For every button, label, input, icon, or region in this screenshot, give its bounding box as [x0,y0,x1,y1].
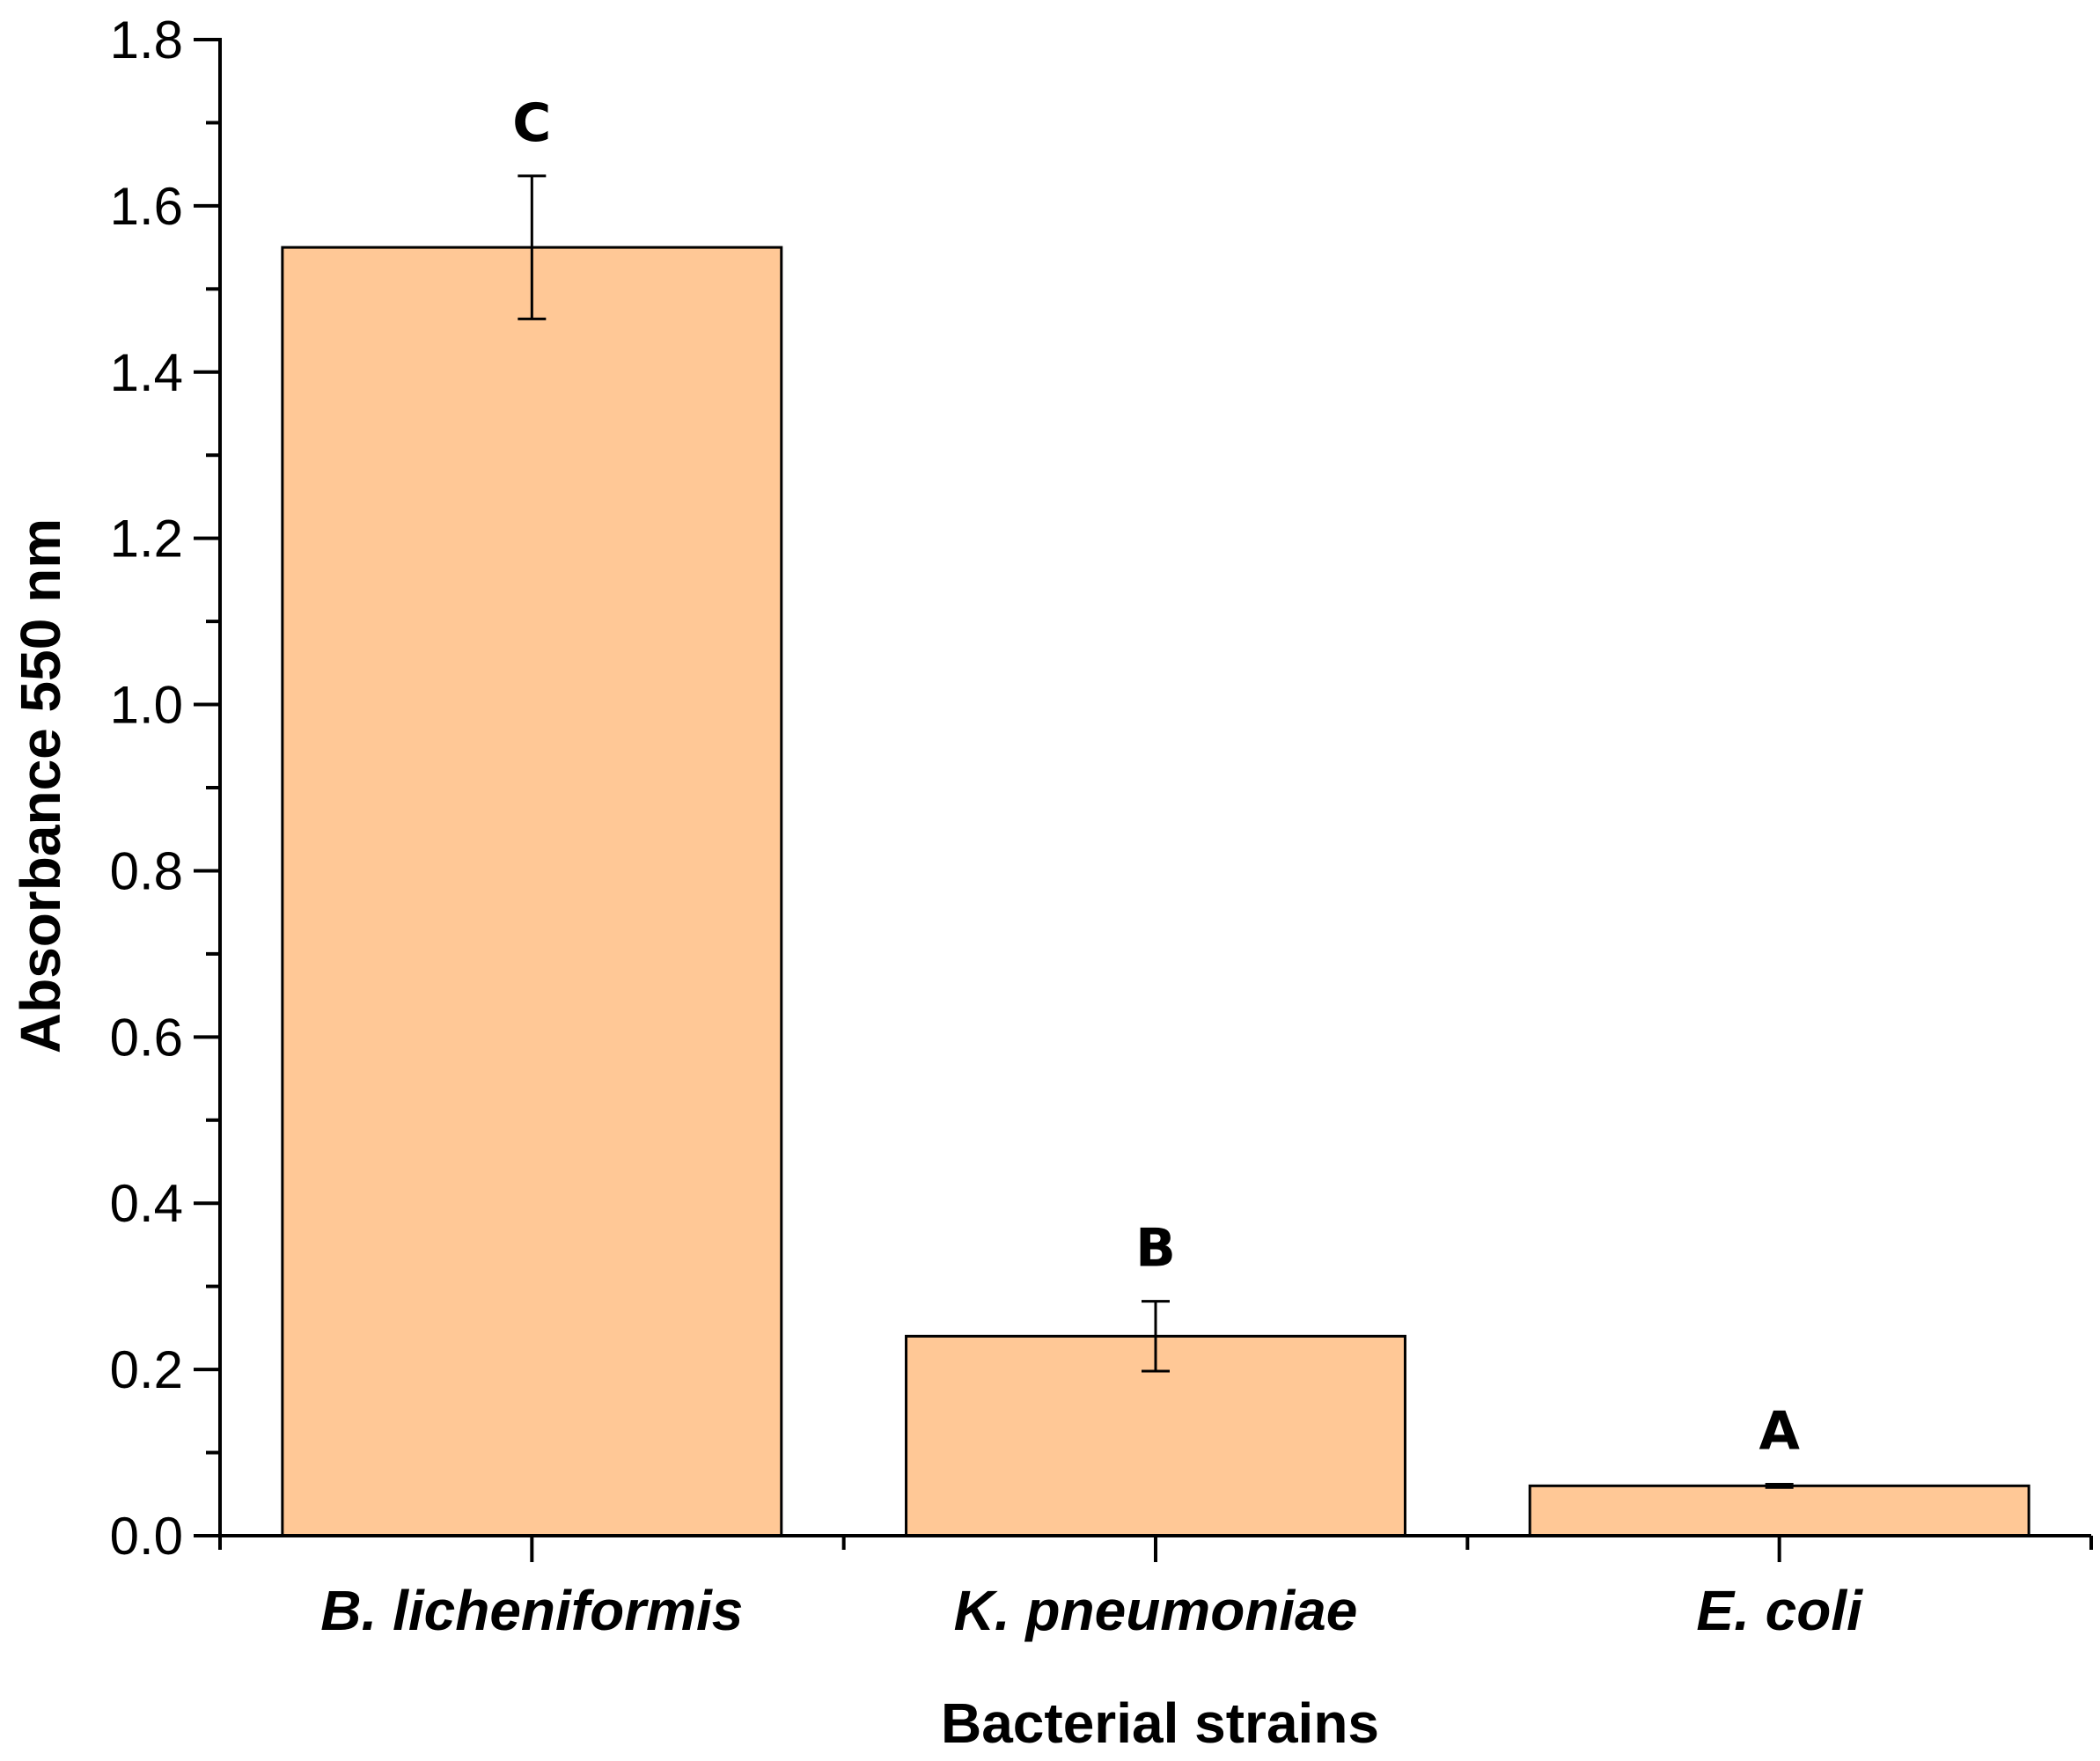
error-bars-group [518,174,1794,1489]
y-tick-label: 1.0 [110,676,183,735]
x-tick-label: B. licheniformis [320,1579,743,1642]
significance-letters-group: C B A [512,92,1800,1463]
y-tick-label: 0.0 [110,1507,183,1566]
y-ticks-group: 0.0 0.2 0.4 0.6 0.8 1.0 1.2 1.4 1.6 1.8 [110,11,220,1566]
x-tick-label: K. pneumoniae [954,1579,1358,1642]
y-tick-label: 0.8 [110,841,183,900]
y-axis-title: Absorbance 550 nm [9,518,72,1053]
bar [281,246,783,1537]
x-tick-label: E. coli [1696,1579,1863,1642]
x-ticks-group: B. licheniformis K. pneumoniae E. coli [218,1536,2093,1642]
y-tick-label: 1.8 [110,11,183,70]
significance-letter: A [1759,1400,1800,1462]
y-tick-label: 0.6 [110,1008,183,1067]
y-tick-label: 0.4 [110,1174,183,1233]
y-tick-label: 0.2 [110,1340,183,1399]
significance-letter: B [1135,1218,1176,1280]
y-tick-label: 1.4 [110,343,183,402]
x-axis: B. licheniformis K. pneumoniae E. coli [218,1534,2093,1642]
x-axis-title: Bacterial strains [941,1691,1379,1755]
y-axis: 0.0 0.2 0.4 0.6 0.8 1.0 1.2 1.4 1.6 1.8 [110,11,222,1566]
y-tick-label: 1.2 [110,510,183,569]
bar [1528,1484,2030,1537]
significance-letter: C [512,92,551,154]
y-tick-label: 1.6 [110,177,183,236]
